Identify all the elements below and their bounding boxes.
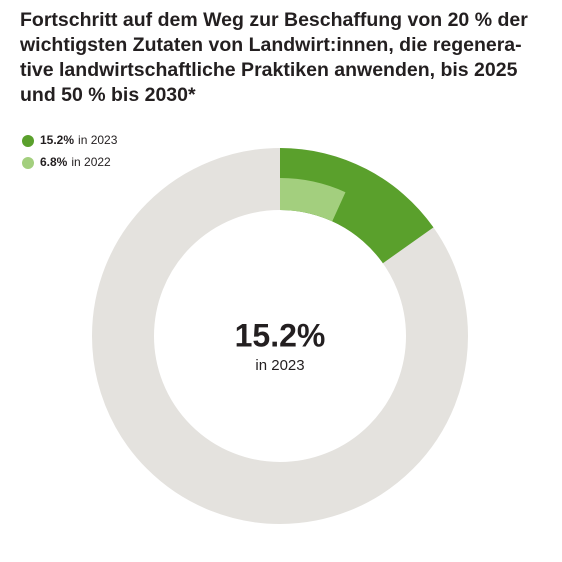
donut-arc (280, 178, 346, 222)
legend-label: 6.8% in 2022 (40, 155, 111, 169)
legend-swatch (22, 157, 34, 169)
legend-name: in 2023 (78, 133, 118, 147)
legend-value: 15.2% (40, 133, 74, 147)
chart-title: Fortschritt auf dem Weg zur Beschaffung … (20, 9, 528, 106)
donut-arc (280, 148, 434, 264)
legend-label: 15.2% in 2023 (40, 133, 118, 147)
center-label: in 2023 (255, 357, 304, 374)
center-value: 15.2% (235, 317, 326, 353)
legend-swatch (22, 135, 34, 147)
legend-value: 6.8% (40, 155, 68, 169)
legend-name: in 2022 (71, 155, 111, 169)
